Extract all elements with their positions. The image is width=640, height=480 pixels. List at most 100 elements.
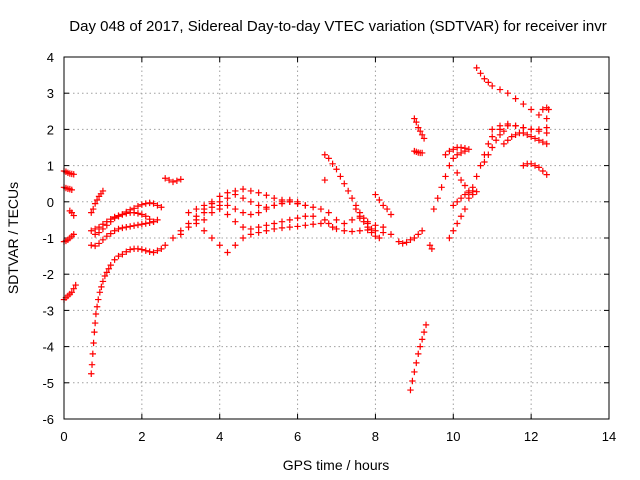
data-point — [216, 242, 223, 249]
data-point — [539, 106, 547, 113]
data-point — [333, 216, 340, 224]
x-tick-label: 8 — [372, 429, 379, 444]
data-point — [123, 248, 130, 255]
data-point — [224, 249, 231, 256]
series-s36 — [520, 160, 550, 178]
data-point — [321, 176, 329, 184]
data-point — [286, 216, 293, 224]
series-s15 — [193, 220, 325, 256]
y-tick-label: 4 — [47, 50, 54, 65]
data-point — [239, 209, 247, 216]
data-point — [150, 200, 157, 207]
y-tick-label: 2 — [47, 122, 54, 137]
data-point — [364, 223, 371, 231]
data-point — [403, 239, 410, 246]
data-point — [453, 220, 461, 227]
data-point — [93, 303, 101, 310]
data-point — [380, 223, 387, 231]
x-tick-label: 12 — [524, 429, 538, 444]
data-point — [224, 211, 231, 218]
data-point — [247, 187, 255, 195]
series-s11 — [162, 175, 184, 186]
data-point — [485, 140, 492, 148]
data-point — [496, 122, 504, 129]
data-point — [380, 229, 387, 236]
data-point — [329, 223, 336, 231]
data-point — [134, 245, 142, 253]
data-point — [508, 133, 515, 140]
data-point — [98, 283, 105, 291]
data-point — [92, 310, 100, 318]
data-point — [232, 191, 239, 198]
data-point — [302, 222, 309, 229]
series-s24 — [395, 227, 426, 247]
data-point — [465, 146, 473, 153]
data-point — [294, 223, 301, 230]
data-point — [103, 269, 111, 276]
data-point — [450, 146, 457, 153]
data-point — [130, 209, 138, 216]
data-point — [99, 187, 107, 195]
data-point — [255, 189, 262, 196]
data-point — [91, 225, 99, 233]
data-point — [271, 220, 278, 227]
data-point — [91, 200, 99, 207]
data-point — [415, 350, 422, 358]
data-point — [146, 215, 153, 223]
data-point — [481, 75, 488, 82]
data-point — [520, 129, 527, 137]
data-point — [407, 386, 414, 394]
data-point — [539, 138, 547, 146]
data-point — [286, 223, 293, 231]
data-point — [399, 240, 406, 247]
data-point — [107, 230, 114, 237]
data-point — [232, 205, 239, 213]
data-point — [103, 218, 111, 225]
data-point — [416, 343, 424, 350]
data-point — [224, 202, 231, 209]
series-s33 — [473, 64, 550, 122]
data-point — [91, 231, 99, 238]
series-s22 — [321, 176, 329, 184]
series-s27 — [426, 242, 436, 253]
data-point — [200, 209, 208, 216]
data-point — [413, 359, 420, 367]
series-s38 — [481, 128, 508, 166]
data-point — [91, 242, 99, 250]
y-tick-label: -3 — [42, 303, 54, 318]
data-point — [531, 135, 539, 142]
data-point — [142, 213, 149, 220]
data-point — [96, 289, 104, 296]
series-s10 — [88, 209, 157, 234]
series-s35 — [500, 129, 550, 148]
data-point — [325, 155, 332, 162]
data-point — [465, 189, 473, 196]
data-point — [173, 177, 181, 185]
data-point — [95, 240, 103, 247]
data-point — [477, 70, 484, 77]
data-point — [543, 140, 550, 148]
x-tick-label: 14 — [602, 429, 616, 444]
data-point — [126, 223, 134, 230]
data-point — [489, 82, 496, 90]
data-point — [434, 194, 441, 202]
data-point — [115, 252, 122, 260]
data-point — [527, 133, 535, 140]
data-point — [527, 106, 535, 113]
data-point — [450, 227, 457, 234]
data-point — [93, 196, 101, 204]
data-point — [99, 221, 107, 228]
data-point — [368, 229, 375, 236]
data-point — [418, 131, 426, 139]
data-point — [535, 164, 543, 171]
data-point — [105, 265, 112, 272]
data-point — [520, 100, 527, 108]
data-point — [271, 202, 278, 209]
data-point — [150, 218, 157, 225]
data-point — [407, 236, 414, 244]
data-point — [539, 167, 547, 175]
data-point — [70, 171, 77, 178]
series-s28 — [430, 147, 469, 213]
data-point — [372, 222, 379, 229]
y-tick-label: -2 — [42, 267, 54, 282]
